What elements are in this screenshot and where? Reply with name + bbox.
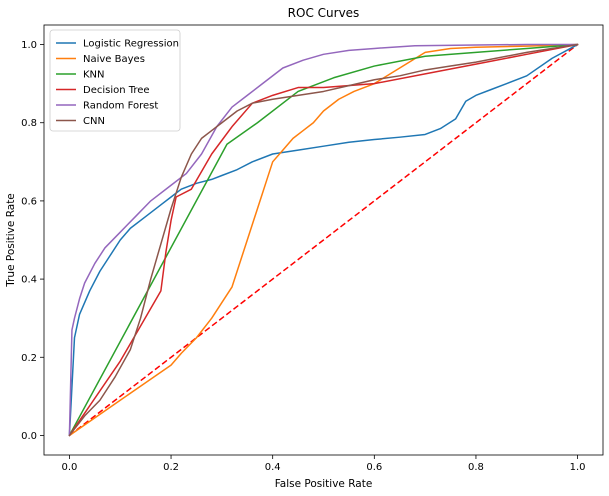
legend-label-logistic-regression: Logistic Regression — [83, 39, 179, 50]
series-line-logistic-regression — [68, 43, 579, 437]
legend: Logistic Regression Naive Bayes KNN Decisio… — [49, 29, 181, 132]
chance-diagonal-line — [68, 43, 579, 437]
series-line-knn — [68, 43, 579, 437]
series-line-cnn — [68, 43, 579, 437]
x-tick-label: 0.0 — [61, 462, 77, 473]
y-tick-label: 0.0 — [21, 431, 37, 442]
legend-label-naive-bayes: Naive Bayes — [83, 54, 145, 65]
y-tick-label: 1.0 — [21, 40, 37, 51]
legend-label-cnn: CNN — [83, 116, 105, 127]
plot-frame — [43, 24, 604, 456]
legend-box — [49, 29, 181, 132]
series-line-random-forest — [68, 43, 579, 437]
x-tick-label: 0.8 — [468, 462, 484, 473]
x-tick-label: 0.6 — [366, 462, 382, 473]
chart-title: ROC Curves — [288, 6, 360, 20]
legend-label-random-forest: Random Forest — [83, 101, 158, 112]
series-line-naive-bayes — [68, 43, 579, 437]
y-tick-label: 0.4 — [21, 275, 37, 286]
y-tick-label: 0.6 — [21, 196, 37, 207]
x-tick-label: 0.4 — [265, 462, 281, 473]
x-tick-label: 1.0 — [570, 462, 586, 473]
y-axis-label: True Positive Rate — [5, 193, 17, 288]
x-tick-label: 0.2 — [163, 462, 179, 473]
x-axis-label: False Positive Rate — [275, 478, 373, 490]
legend-label-knn: KNN — [83, 70, 105, 81]
legend-label-decision-tree: Decision Tree — [83, 85, 150, 96]
y-tick-label: 0.2 — [21, 353, 37, 364]
y-tick-label: 0.8 — [21, 118, 37, 129]
series-group — [68, 43, 579, 437]
series-line-decision-tree — [68, 43, 579, 437]
